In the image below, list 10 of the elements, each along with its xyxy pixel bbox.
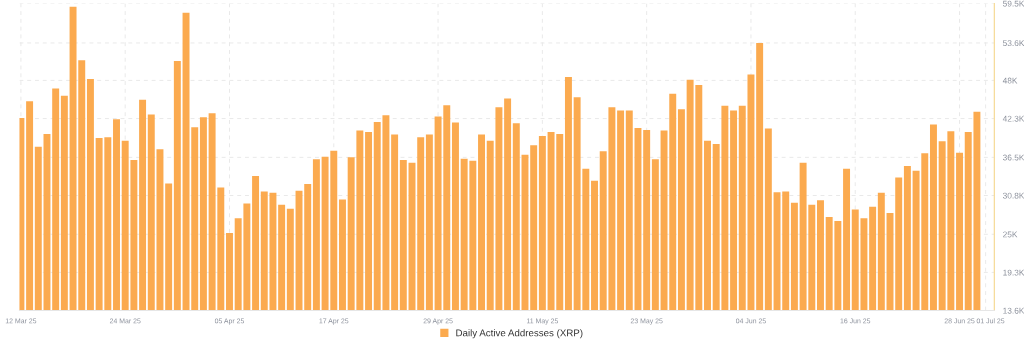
y-tick-label: 48K bbox=[1002, 77, 1018, 84]
y-tick-label: 36.5K bbox=[1002, 154, 1024, 161]
y-tick-label: 25K bbox=[1003, 231, 1018, 238]
y-tick-label: 30.8K bbox=[1002, 192, 1024, 199]
y-tick-label: 53.6K bbox=[1002, 40, 1024, 47]
legend-label: Daily Active Addresses (XRP) bbox=[456, 329, 583, 339]
y-tick-label: 59.5K bbox=[1002, 0, 1024, 7]
y-tick-label: 13.6K bbox=[1003, 307, 1024, 314]
y-tick-label: 42.3K bbox=[1002, 115, 1024, 122]
y-tick-label: 19.3K bbox=[1003, 269, 1024, 276]
